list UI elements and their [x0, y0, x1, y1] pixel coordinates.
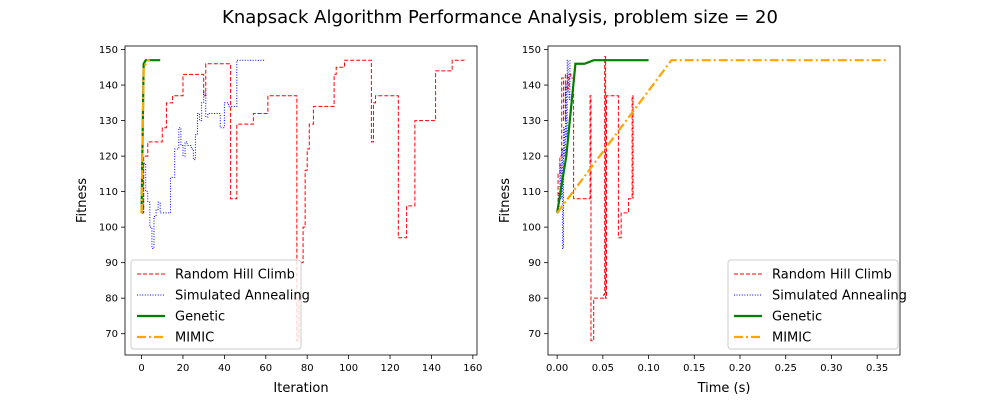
series-layer: [140, 59, 465, 342]
y-tick-label: 120: [99, 152, 118, 163]
y-axis-label: Fitness: [498, 178, 513, 223]
legend-box: [130, 259, 302, 350]
x-tick-label: 20: [177, 363, 190, 374]
y-tick-label: 130: [522, 116, 541, 127]
y-axis-label: Fitness: [75, 178, 90, 223]
legend-entry: MIMIC: [772, 331, 811, 346]
x-axis-label: Iteration: [273, 381, 328, 396]
figure-title: Knapsack Algorithm Performance Analysis,…: [222, 7, 778, 28]
legend: Random Hill Climb Simulated Annealing Gene…: [727, 259, 907, 350]
x-tick-label: 0.30: [820, 363, 842, 374]
y-tick-label: 130: [99, 116, 118, 127]
y-tick-label: 70: [528, 329, 541, 340]
y-tick-label: 100: [99, 223, 118, 234]
y-tick-label: 110: [522, 187, 541, 198]
axes-frame: [547, 45, 901, 356]
series-line-random-hill-climb: [557, 56, 634, 342]
legend-entry: Simulated Annealing: [175, 289, 310, 304]
x-tick-label: 0.00: [546, 363, 568, 374]
x-tick-label: 160: [463, 363, 482, 374]
legend-box: [727, 259, 899, 350]
x-tick-label: 0.35: [866, 363, 888, 374]
x-tick-label: 100: [339, 363, 358, 374]
series-line-genetic: [556, 59, 649, 214]
y-tick-label: 150: [99, 45, 118, 56]
y-tick-label: 100: [522, 223, 541, 234]
x-axis-label: Time (s): [697, 381, 751, 396]
legend-entry: Random Hill Climb: [772, 268, 892, 283]
y-tick-label: 110: [99, 187, 118, 198]
x-tick-label: 0.10: [637, 363, 659, 374]
y-tick-label: 90: [105, 258, 118, 269]
x-tick-label: 140: [422, 363, 441, 374]
legend-entry: MIMIC: [175, 331, 214, 346]
x-tick-label: 60: [259, 363, 272, 374]
y-tick-label: 80: [528, 294, 541, 305]
x-tick-label: 0.25: [775, 363, 797, 374]
x-tick-label: 0: [138, 363, 144, 374]
series-line-mimic: [140, 59, 150, 213]
axes-frame: [124, 45, 478, 356]
x-tick-label: 120: [380, 363, 399, 374]
y-tick-label: 70: [105, 329, 118, 340]
legend-entry: Simulated Annealing: [772, 289, 907, 304]
y-tick-label: 140: [99, 81, 118, 92]
x-tick-label: 0.20: [729, 363, 751, 374]
series-layer: [556, 56, 887, 342]
series-line-random-hill-climb: [141, 59, 465, 342]
y-tick-label: 90: [528, 258, 541, 269]
x-tick-label: 40: [218, 363, 231, 374]
x-tick-label: 0.15: [683, 363, 705, 374]
x-tick-label: 80: [301, 363, 314, 374]
x-tick-label: 0.05: [592, 363, 614, 374]
time-panel: 0.00 0.05 0.10 0.15 0.20 0.25 0.30 0.35 70 80 90 10…: [498, 45, 907, 396]
series-line-genetic: [140, 59, 161, 213]
legend-entry: Genetic: [175, 310, 225, 325]
y-tick-label: 150: [522, 45, 541, 56]
iteration-panel: 0 20 40 60 80 100 120 140 160 70 80 90 100 110 120 130 1…: [75, 45, 482, 396]
y-tick-label: 140: [522, 81, 541, 92]
legend-entry: Random Hill Climb: [175, 268, 295, 283]
legend-entry: Genetic: [772, 310, 822, 325]
series-line-simulated-annealing: [141, 59, 266, 249]
y-tick-label: 120: [522, 152, 541, 163]
series-line-simulated-annealing: [557, 59, 571, 249]
legend: Random Hill Climb Simulated Annealing Gene…: [130, 259, 310, 350]
y-tick-label: 80: [105, 294, 118, 305]
